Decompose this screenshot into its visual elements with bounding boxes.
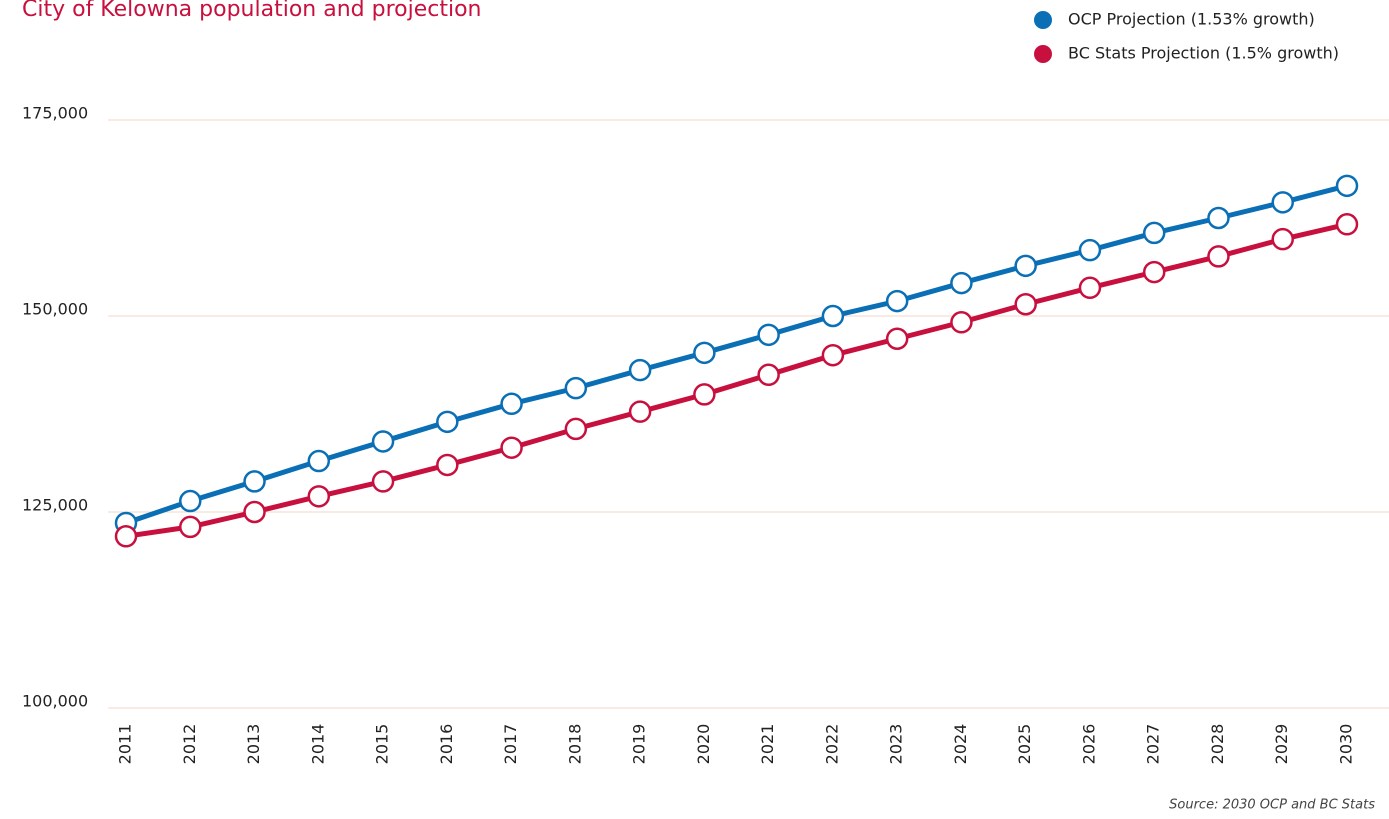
x-tick-label: 2020: [694, 724, 713, 765]
x-tick-label: 2014: [308, 724, 327, 765]
point-marker: [1271, 227, 1294, 251]
point-marker: [1078, 238, 1102, 262]
point-marker: [628, 358, 652, 382]
x-tick-label: 2011: [116, 724, 135, 765]
point-marker: [371, 470, 395, 493]
x-tick-label: 2021: [758, 724, 777, 765]
point-marker: [1335, 174, 1359, 198]
x-tick-label: 2022: [822, 724, 841, 765]
point-marker: [1142, 221, 1166, 245]
x-tick-label: 2016: [437, 724, 456, 765]
point-marker: [821, 304, 845, 328]
point-marker: [1335, 213, 1359, 236]
point-marker: [757, 363, 780, 387]
point-marker: [757, 323, 780, 347]
point-marker: [693, 341, 716, 365]
point-marker: [500, 436, 523, 459]
x-tick-label: 2019: [630, 724, 649, 765]
x-tick-label: 2018: [565, 724, 584, 765]
x-tick-label: 2023: [887, 724, 906, 765]
point-marker: [243, 470, 266, 493]
point-marker: [1078, 276, 1102, 300]
source: Source: 2030 OCP and BC Stats: [1169, 798, 1375, 813]
point-marker: [1014, 292, 1037, 316]
point-marker: [1271, 191, 1294, 214]
point-marker: [500, 392, 523, 416]
point-marker: [950, 311, 973, 334]
legend-marker: [1034, 11, 1052, 29]
point-marker: [885, 327, 909, 350]
x-tick-label: 2013: [244, 724, 263, 765]
point-marker: [1207, 245, 1230, 268]
point-marker: [821, 343, 845, 367]
point-marker: [1142, 260, 1166, 284]
point-marker: [243, 500, 266, 524]
x-tick-label: 2026: [1079, 724, 1098, 765]
chart-title: City of Kelowna population and projectio…: [22, 0, 481, 22]
legend-marker: [1034, 45, 1052, 63]
point-marker: [371, 430, 395, 453]
point-marker: [885, 289, 909, 313]
x-tick-label: 2024: [951, 724, 970, 765]
point-marker: [1207, 206, 1230, 230]
x-tick-label: 2029: [1272, 724, 1291, 765]
point-marker: [307, 485, 331, 508]
x-tick-label: 2030: [1337, 724, 1356, 765]
x-tick-label: 2017: [501, 724, 520, 765]
y-tick-label: 175,000: [22, 104, 88, 123]
point-marker: [436, 410, 459, 434]
y-tick-label: 150,000: [22, 300, 88, 319]
legend-label: OCP Projection (1.53% growth): [1068, 10, 1315, 29]
point-marker: [564, 417, 588, 441]
point-marker: [1014, 254, 1037, 278]
point-marker: [950, 271, 973, 295]
x-tick-label: 2025: [1015, 724, 1034, 765]
y-tick-label: 100,000: [22, 692, 88, 711]
point-marker: [307, 449, 331, 473]
point-marker: [693, 383, 716, 406]
x-tick-label: 2027: [1144, 724, 1163, 765]
point-marker: [114, 525, 138, 548]
point-marker: [179, 515, 202, 539]
legend-label: BC Stats Projection (1.5% growth): [1068, 44, 1339, 63]
x-tick-label: 2028: [1208, 724, 1227, 765]
point-marker: [436, 453, 459, 477]
point-marker: [564, 376, 588, 400]
point-marker: [179, 489, 202, 513]
y-tick-label: 125,000: [22, 496, 88, 515]
x-tick-label: 2015: [373, 724, 392, 765]
x-tick-label: 2012: [180, 724, 199, 765]
point-marker: [628, 400, 652, 423]
